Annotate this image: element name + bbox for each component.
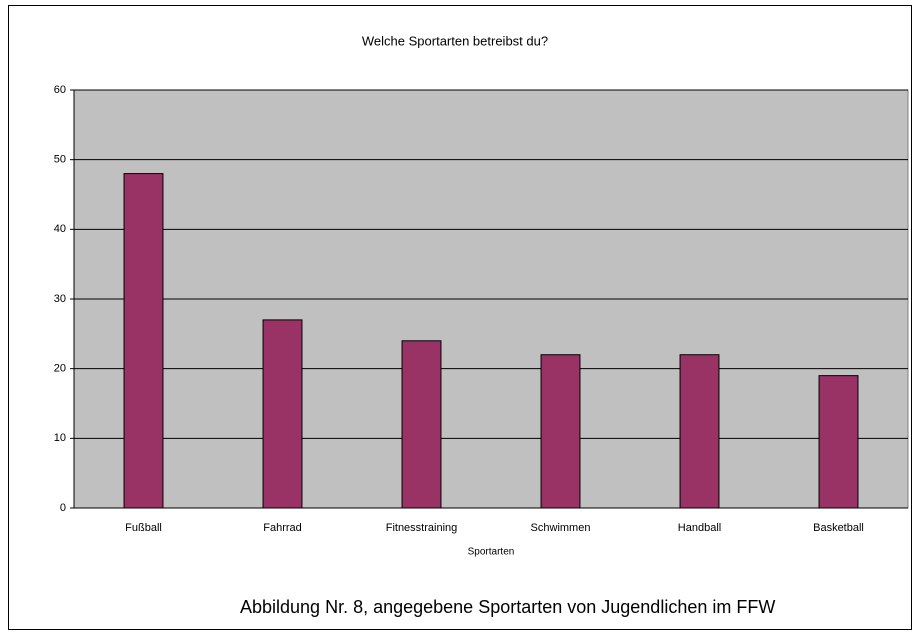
- x-tick-label: Fitnesstraining: [386, 522, 458, 534]
- bar: [679, 354, 720, 509]
- y-tick-label: 30: [54, 293, 66, 305]
- y-tick-label: 60: [54, 84, 66, 96]
- bar: [262, 319, 303, 509]
- x-tick-label: Fahrrad: [263, 522, 302, 534]
- x-tick-label: Fußball: [125, 522, 162, 534]
- y-tick-label: 40: [54, 223, 66, 235]
- chart-title: Welche Sportarten betreibst du?: [362, 33, 548, 48]
- bar: [401, 340, 442, 509]
- bar: [540, 354, 581, 509]
- y-tick-label: 0: [60, 502, 66, 514]
- y-tick-label: 20: [54, 363, 66, 375]
- x-tick-label: Basketball: [813, 522, 864, 534]
- y-tick-label: 50: [54, 154, 66, 166]
- bar: [818, 375, 859, 509]
- x-tick-label: Handball: [678, 522, 721, 534]
- caption: Abbildung Nr. 8, angegebene Sportarten v…: [240, 597, 775, 617]
- bar: [123, 173, 164, 509]
- y-tick-label: 10: [54, 432, 66, 444]
- x-tick-label: Schwimmen: [531, 522, 591, 534]
- x-axis-label: Sportarten: [468, 547, 515, 558]
